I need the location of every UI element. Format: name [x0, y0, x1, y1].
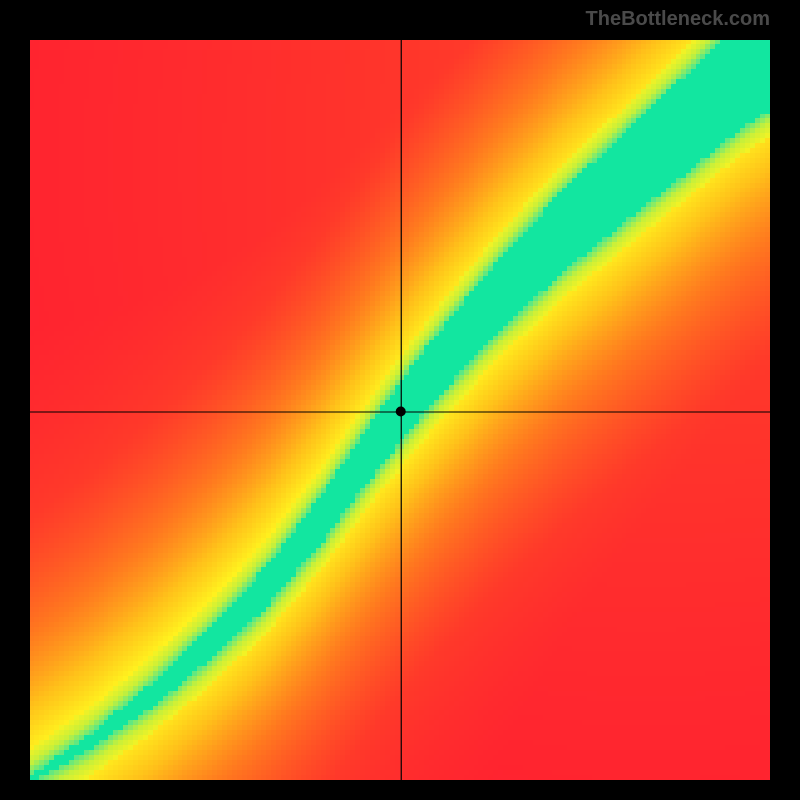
- chart-container: { "watermark": { "text": "TheBottleneck.…: [0, 0, 800, 800]
- watermark-text: TheBottleneck.com: [586, 8, 770, 31]
- heatmap-plot: [30, 40, 770, 780]
- heatmap-canvas: [30, 40, 770, 780]
